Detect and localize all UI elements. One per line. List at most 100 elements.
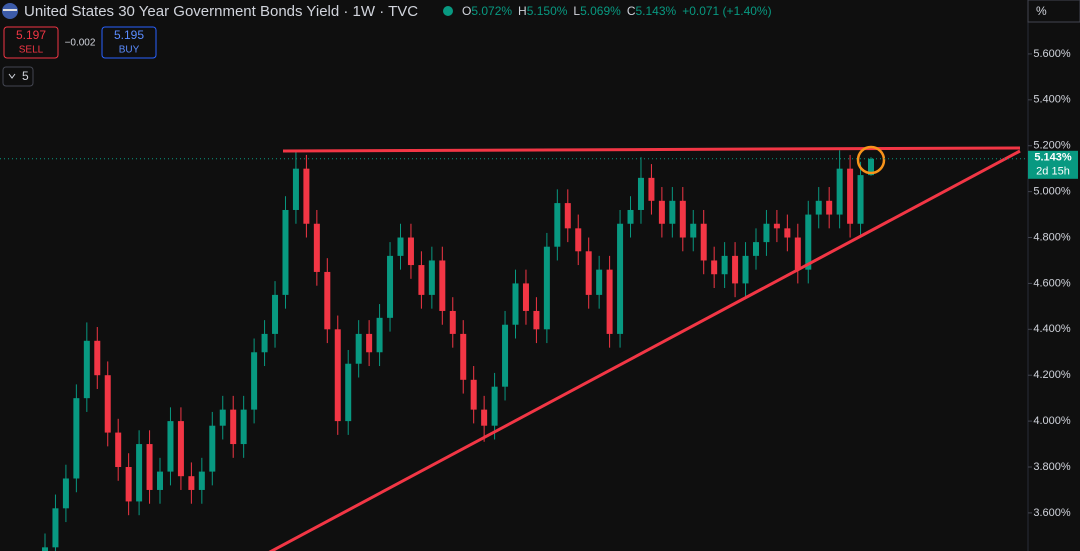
candle-body — [52, 508, 59, 548]
ohlc: O5.072% H5.150% L5.069% C5.143% +0.071 (+1.4… — [462, 4, 772, 18]
candle-body — [847, 168, 854, 224]
y-tick-label: 4.600% — [1033, 277, 1071, 289]
spread: −0.002 — [65, 38, 96, 49]
candle-body — [481, 409, 488, 426]
ohlc-value: 5.072% — [471, 4, 512, 18]
candle-body — [669, 200, 676, 224]
candle-body — [627, 209, 634, 224]
candle-body — [470, 379, 477, 410]
candle-body — [658, 200, 665, 224]
candle-body — [439, 260, 446, 311]
candle-body — [637, 177, 644, 210]
countdown: 2d 15h — [1036, 166, 1070, 178]
unit-box[interactable] — [1027, 0, 1080, 23]
candle-body — [491, 386, 498, 426]
candle-body — [146, 444, 153, 490]
candle-body — [617, 223, 624, 334]
candle-body — [826, 200, 833, 215]
y-tick-label: 3.800% — [1033, 461, 1071, 473]
candle-body — [324, 271, 331, 330]
y-tick-label: 5.000% — [1033, 186, 1071, 198]
candle-body — [62, 478, 69, 509]
candle-body — [794, 237, 801, 270]
buy-button[interactable] — [101, 26, 157, 59]
buy-label: BUY — [119, 45, 140, 56]
y-tick-label: 5.400% — [1033, 94, 1071, 106]
candle-body — [732, 255, 739, 284]
candle-body — [136, 444, 143, 502]
candle-body — [366, 333, 373, 353]
candle-body — [219, 409, 226, 426]
support-line — [268, 149, 1021, 551]
ohlc-key: L — [573, 4, 580, 18]
candle-body — [397, 237, 404, 256]
chevron — [8, 73, 16, 79]
candle-body — [742, 255, 749, 284]
y-tick-label: 4.400% — [1033, 323, 1071, 335]
candle-body — [157, 471, 164, 490]
candle-body — [543, 246, 550, 330]
candle-body — [815, 200, 822, 215]
y-tick-label: 4.800% — [1033, 231, 1071, 243]
candle-body — [376, 317, 383, 353]
candle-body — [460, 333, 467, 380]
candle-body — [752, 242, 759, 256]
candles — [42, 150, 874, 551]
candle-body — [449, 310, 456, 334]
candle-body — [387, 255, 394, 318]
sell-price: 5.197 — [16, 28, 46, 42]
highlight-circle — [856, 145, 886, 175]
flag-stripe — [3, 9, 17, 11]
candle-body — [407, 237, 414, 266]
candle-body — [125, 467, 132, 502]
candle-body — [334, 329, 341, 422]
candle-body — [428, 260, 435, 295]
buy-price: 5.195 — [114, 28, 144, 42]
candle-body — [167, 421, 174, 472]
candle-body — [251, 352, 258, 410]
y-tick-label: 4.000% — [1033, 415, 1071, 427]
indicators-toggle[interactable] — [2, 66, 34, 87]
candle-body — [502, 324, 509, 387]
candle-body — [94, 340, 101, 376]
candle-body — [355, 333, 362, 364]
candle-body — [784, 228, 791, 238]
candle-body — [73, 398, 80, 479]
change: +0.071 (+1.40%) — [682, 4, 771, 18]
unit-button[interactable]: % — [1036, 4, 1047, 18]
candle-body — [230, 409, 237, 445]
candle-body — [868, 158, 874, 176]
ohlc-value: 5.143% — [635, 4, 676, 18]
ohlc-key: H — [518, 4, 527, 18]
candle-body — [83, 340, 90, 399]
candle-body — [679, 200, 686, 238]
y-tick-label: 5.600% — [1033, 48, 1071, 60]
candle-body — [282, 209, 289, 295]
candle-body — [554, 203, 561, 247]
ohlc-key: O — [462, 4, 471, 18]
candle-body — [648, 177, 655, 201]
candle-body — [533, 310, 540, 330]
candle-body — [522, 283, 529, 311]
candle-body — [773, 223, 780, 229]
y-tick-label: 4.200% — [1033, 369, 1071, 381]
candle-body — [313, 223, 320, 272]
candle-body — [418, 265, 425, 295]
last-price-box — [1028, 150, 1078, 179]
candle-body — [596, 269, 603, 295]
y-tick-label: 3.600% — [1033, 507, 1071, 519]
candle-body — [721, 255, 728, 275]
candle-body — [272, 294, 279, 334]
candle-body — [836, 168, 843, 215]
sell-button[interactable] — [3, 26, 59, 59]
candle-body — [177, 421, 184, 477]
candle-body — [564, 203, 571, 229]
candle-body — [115, 432, 122, 468]
candle-body — [857, 175, 864, 224]
candle-body — [700, 223, 707, 261]
ohlc-value: 5.069% — [580, 4, 621, 18]
y-tick-label: 5.200% — [1033, 140, 1071, 152]
